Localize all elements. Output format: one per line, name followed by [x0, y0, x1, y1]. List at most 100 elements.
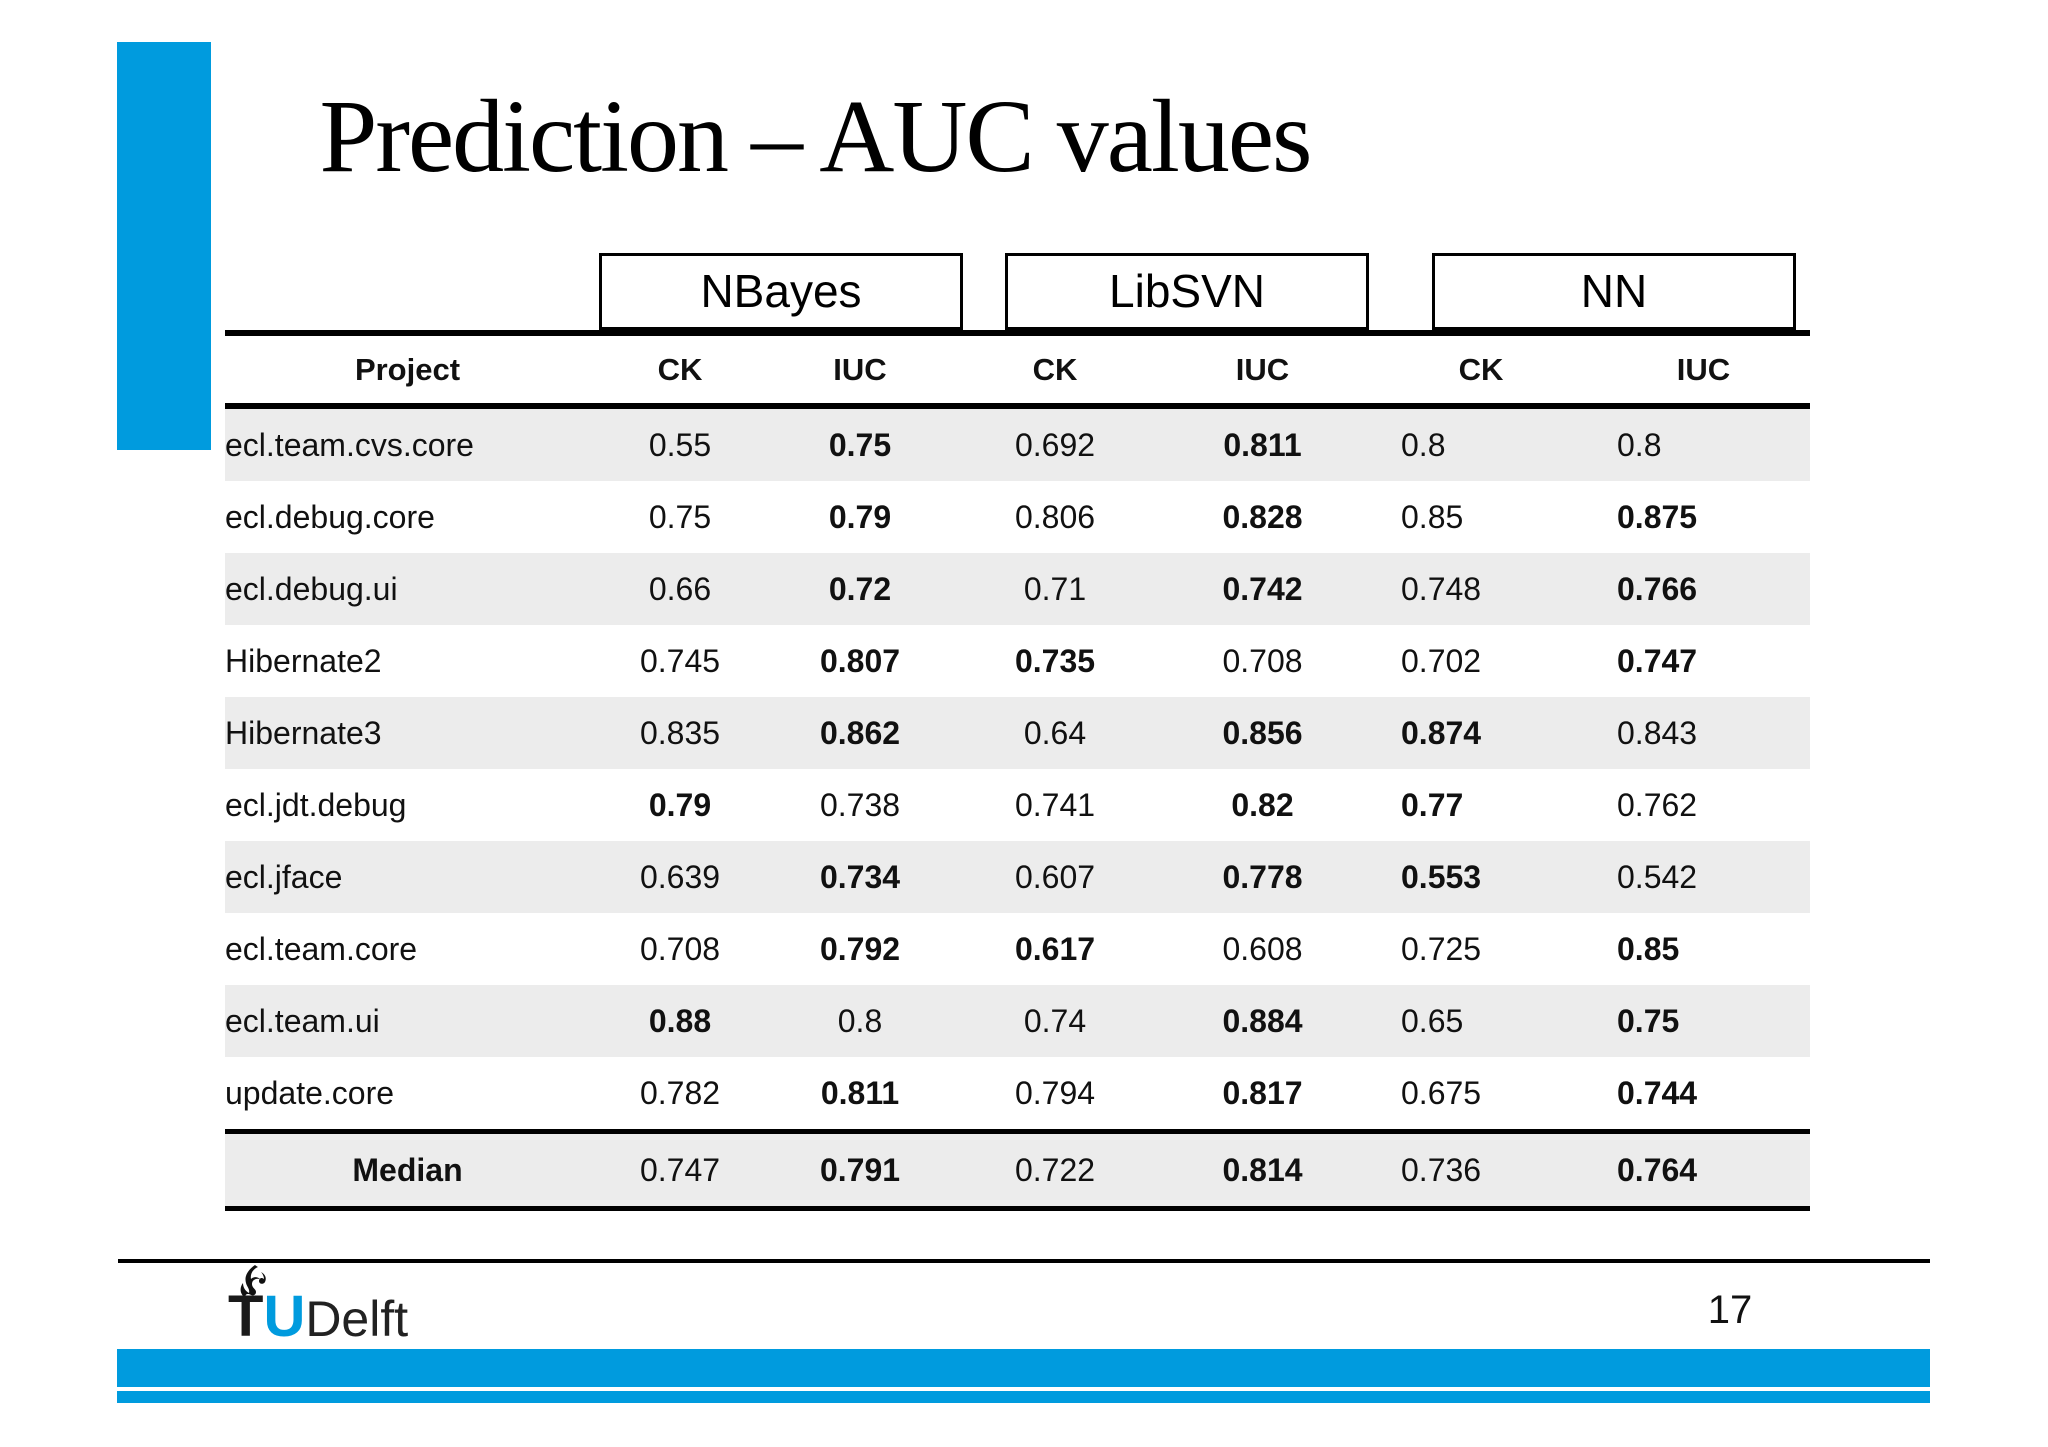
column-header: IUC [1160, 333, 1365, 409]
value-cell: 0.828 [1222, 498, 1303, 535]
value-cell: 0.748 [1365, 553, 1597, 625]
column-header: CK [1365, 333, 1597, 409]
value-cell: 0.741 [1014, 786, 1096, 823]
value-cell: 0.874 [1365, 697, 1597, 769]
median-section: Median 0.747 0.791 0.722 0.814 0.736 0.764 [225, 1129, 1810, 1211]
value-cell: 0.85 [1617, 930, 1680, 967]
value-cell: 0.64 [950, 697, 1160, 769]
median-value-cell: 0.791 [770, 1129, 950, 1211]
table-row: Hibernate2 0.745 0.807 0.735 0.708 0.702 0.747 [225, 625, 1810, 697]
table-row: ecl.debug.core 0.75 0.79 0.806 0.828 0.85 0.87… [225, 481, 1810, 553]
value-cell: 0.856 [1160, 697, 1365, 769]
accent-rectangle [117, 42, 211, 450]
table-row: ecl.team.ui 0.88 0.8 0.74 0.884 0.65 0.75 [225, 985, 1810, 1057]
median-value-cell: 0.722 [950, 1129, 1160, 1211]
median-value-cell: 0.764 [1597, 1129, 1810, 1211]
value-cell: 0.745 [639, 642, 721, 679]
table-row: ecl.debug.ui 0.66 0.72 0.71 0.742 0.748 0.766 [225, 553, 1810, 625]
value-cell: 0.811 [1160, 406, 1365, 481]
value-cell: 0.702 [1401, 642, 1482, 679]
value-cell: 0.607 [950, 841, 1160, 913]
value-cell: 0.542 [1597, 841, 1810, 913]
value-cell: 0.734 [770, 841, 950, 913]
value-cell: 0.875 [1617, 498, 1698, 535]
table-row: Hibernate3 0.835 0.862 0.64 0.856 0.874 0.843 [225, 697, 1810, 769]
value-cell: 0.617 [1014, 930, 1096, 967]
project-cell: ecl.debug.core [225, 498, 435, 535]
auc-table: Project CK IUC CK IUC CK IUC ecl.team.cv… [225, 330, 1810, 1211]
median-value-cell: 0.747 [590, 1129, 770, 1211]
median-value-cell: 0.814 [1160, 1129, 1365, 1211]
table-row: ecl.team.core 0.708 0.792 0.617 0.608 0.725 0.… [225, 913, 1810, 985]
value-cell: 0.766 [1597, 553, 1810, 625]
value-cell: 0.738 [819, 786, 901, 823]
column-header: IUC [770, 333, 950, 409]
logo-wordmark: TUDelft [228, 1288, 408, 1348]
value-cell: 0.835 [590, 697, 770, 769]
value-cell: 0.794 [1014, 1074, 1096, 1111]
group-header-nbayes: NBayes [599, 253, 963, 330]
value-cell: 0.8 [1597, 406, 1810, 481]
column-header-row: Project CK IUC CK IUC CK IUC [225, 333, 1810, 409]
value-cell: 0.744 [1617, 1074, 1698, 1111]
value-cell: 0.843 [1597, 697, 1810, 769]
table-row: ecl.jface 0.639 0.734 0.607 0.778 0.553 0.542 [225, 841, 1810, 913]
project-cell: ecl.team.ui [225, 985, 590, 1057]
value-cell: 0.778 [1160, 841, 1365, 913]
value-cell: 0.675 [1401, 1074, 1482, 1111]
value-cell: 0.77 [1401, 786, 1464, 823]
value-cell: 0.75 [1597, 985, 1810, 1057]
value-cell: 0.811 [820, 1074, 900, 1111]
value-cell: 0.55 [590, 406, 770, 481]
value-cell: 0.817 [1222, 1074, 1303, 1111]
project-cell: update.core [225, 1074, 395, 1111]
value-cell: 0.708 [1222, 642, 1303, 679]
logo-name: Delft [305, 1291, 409, 1347]
value-cell: 0.75 [770, 406, 950, 481]
value-cell: 0.742 [1160, 553, 1365, 625]
median-row: Median 0.747 0.791 0.722 0.814 0.736 0.764 [225, 1129, 1810, 1211]
value-cell: 0.862 [770, 697, 950, 769]
value-cell: 0.72 [770, 553, 950, 625]
value-cell: 0.8 [1365, 406, 1597, 481]
median-label: Median [225, 1129, 590, 1211]
value-cell: 0.807 [819, 642, 901, 679]
value-cell: 0.608 [1222, 930, 1303, 967]
page-number: 17 [1707, 1288, 1753, 1332]
value-cell: 0.74 [950, 985, 1160, 1057]
value-cell: 0.884 [1160, 985, 1365, 1057]
value-cell: 0.79 [828, 498, 892, 535]
table-row: ecl.jdt.debug 0.79 0.738 0.741 0.82 0.77 0.762 [225, 769, 1810, 841]
value-cell: 0.792 [819, 930, 901, 967]
median-value-cell: 0.736 [1365, 1129, 1597, 1211]
project-cell: Hibernate2 [225, 642, 382, 679]
column-header: Project [225, 333, 590, 409]
value-cell: 0.747 [1617, 642, 1698, 679]
value-cell: 0.782 [639, 1074, 721, 1111]
value-cell: 0.8 [770, 985, 950, 1057]
value-cell: 0.71 [950, 553, 1160, 625]
value-cell: 0.82 [1231, 786, 1294, 823]
group-header-nn: NN [1432, 253, 1796, 330]
value-cell: 0.806 [1014, 498, 1096, 535]
value-cell: 0.553 [1365, 841, 1597, 913]
column-header: CK [590, 333, 770, 409]
footer-bar-thin [117, 1391, 1930, 1403]
value-cell: 0.692 [950, 406, 1160, 481]
project-cell: ecl.team.core [225, 930, 418, 967]
value-cell: 0.762 [1617, 786, 1698, 823]
value-cell: 0.735 [1014, 642, 1096, 679]
column-header: CK [950, 333, 1160, 409]
flame-icon [240, 1265, 266, 1298]
table-row: update.core 0.782 0.811 0.794 0.817 0.675 0.74… [225, 1057, 1810, 1132]
footer-divider [118, 1259, 1930, 1263]
table-row: ecl.team.cvs.core 0.55 0.75 0.692 0.811 0.8 0.… [225, 406, 1810, 481]
logo-letter-u: U [263, 1284, 306, 1349]
value-cell: 0.708 [639, 930, 721, 967]
value-cell: 0.85 [1401, 498, 1464, 535]
column-header: IUC [1597, 333, 1810, 409]
project-cell: Hibernate3 [225, 697, 590, 769]
project-cell: ecl.team.cvs.core [225, 406, 590, 481]
table-body: ecl.team.cvs.core 0.55 0.75 0.692 0.811 0.8 0.… [225, 406, 1810, 1132]
project-cell: ecl.jface [225, 841, 590, 913]
